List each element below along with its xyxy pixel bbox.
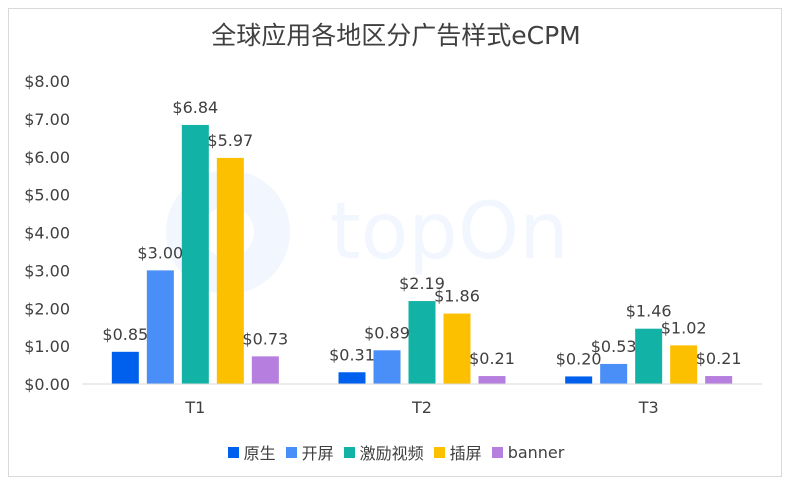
data-label: $0.89 <box>364 323 410 342</box>
bar <box>705 376 733 384</box>
y-tick-label: $7.00 <box>24 110 70 129</box>
legend-swatch <box>227 446 239 458</box>
data-label: $1.02 <box>661 318 707 337</box>
bar <box>146 270 174 384</box>
y-tick-label: $0.00 <box>24 375 70 394</box>
y-axis: $0.00 $1.00 $2.00 $3.00 $4.00 $5.00 $6.00 $7.00… <box>24 72 70 394</box>
legend-label: banner <box>507 442 565 462</box>
x-tick-label: T2 <box>411 398 432 417</box>
bar-series <box>111 124 733 384</box>
bar <box>408 301 436 384</box>
chart-frame <box>8 8 782 477</box>
legend-item: 激励视频 <box>343 440 424 464</box>
y-tick-label: $2.00 <box>24 299 70 318</box>
bar <box>111 351 139 384</box>
bar <box>670 345 698 384</box>
data-label: $0.20 <box>556 349 602 368</box>
legend-label: 插屏 <box>449 444 482 463</box>
data-label: $2.19 <box>399 274 445 293</box>
legend-item: 插屏 <box>433 440 482 464</box>
data-label: $6.84 <box>172 98 218 117</box>
data-label: $0.73 <box>242 329 288 348</box>
data-label: $1.46 <box>626 302 672 321</box>
legend-label: 激励视频 <box>359 444 424 463</box>
bar <box>216 157 244 384</box>
bar <box>478 376 506 384</box>
legend-label: 原生 <box>243 444 276 463</box>
bar <box>373 350 401 384</box>
legend-swatch <box>491 446 503 458</box>
x-axis: T1 T2 T3 <box>82 383 762 417</box>
data-label: $0.53 <box>591 337 637 356</box>
data-label: $3.00 <box>137 243 183 262</box>
data-label: $0.21 <box>469 349 515 368</box>
bar <box>565 376 593 384</box>
legend-item: banner <box>491 442 565 462</box>
data-label: $0.21 <box>696 349 742 368</box>
y-tick-label: $3.00 <box>24 261 70 280</box>
data-label: $1.86 <box>434 287 480 306</box>
bar <box>181 124 209 384</box>
y-tick-label: $5.00 <box>24 186 70 205</box>
bar <box>338 372 366 384</box>
data-labels: $0.85 $3.00 $6.84 $5.97 $0.73 $0.31 $0.89 $2.19… <box>102 98 741 368</box>
bar <box>635 328 663 384</box>
chart-title: 全球应用各地区分广告样式eCPM <box>211 21 581 50</box>
x-tick-label: T3 <box>638 398 659 417</box>
data-label: $0.85 <box>102 325 148 344</box>
x-tick-label: T1 <box>184 398 205 417</box>
y-tick-label: $8.00 <box>24 72 70 91</box>
legend-item: 原生 <box>227 440 276 464</box>
watermark-text: topOn <box>330 187 569 277</box>
y-tick-label: $4.00 <box>24 224 70 243</box>
legend-swatch <box>433 446 445 458</box>
bar <box>251 356 279 384</box>
y-tick-label: $1.00 <box>24 337 70 356</box>
legend-item: 开屏 <box>285 440 334 464</box>
bar <box>443 313 471 384</box>
legend-swatch <box>285 446 297 458</box>
data-label: $5.97 <box>207 131 253 150</box>
data-label: $0.31 <box>329 345 375 364</box>
bar <box>600 363 628 384</box>
y-tick-label: $6.00 <box>24 148 70 167</box>
legend-label: 开屏 <box>301 444 334 463</box>
chart-legend: 原生 开屏 激励视频 插屏 banner <box>0 440 792 464</box>
legend-swatch <box>343 446 355 458</box>
